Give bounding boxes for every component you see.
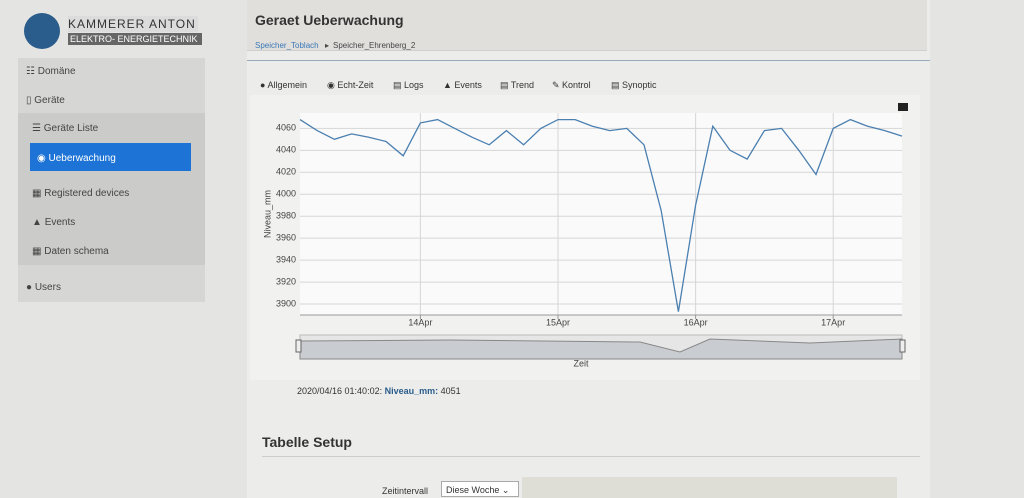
tab-label: Trend (510, 80, 535, 90)
tab-label: Logs (404, 80, 424, 90)
point-time: 2020/04/16 01:40:02: (297, 386, 383, 396)
breadcrumb-sep: ▸ (325, 41, 330, 50)
divider (262, 456, 920, 457)
logo-subtitle: ELEKTRO- ENERGIETECHNIK (68, 33, 202, 45)
y-tick-label: 4000 (276, 189, 296, 199)
navigator-handle[interactable] (899, 339, 906, 353)
menu-label: Geräte Liste (43, 123, 99, 134)
menu-item[interactable]: ▦ Daten schema (32, 246, 109, 257)
active-menu-bg[interactable] (30, 143, 191, 171)
menu-item[interactable]: ▦ Registered devices (32, 188, 130, 199)
tab[interactable]: ▤ Logs (393, 80, 424, 90)
data-line (299, 118, 903, 312)
tab[interactable]: ▲ Events (443, 80, 482, 90)
y-tick-label: 3920 (276, 276, 296, 286)
y-axis-title: Niveau_mm (262, 190, 272, 238)
breadcrumb-link[interactable]: Speicher_Toblach (255, 41, 319, 50)
tab[interactable]: ◉ Echt-Zeit (327, 80, 374, 90)
menu-item[interactable]: ☰ Geräte Liste (32, 123, 99, 134)
point-info: 2020/04/16 01:40:02: Niveau_mm: 4051 (297, 386, 461, 396)
tab-label: Events (454, 80, 482, 90)
point-value: 4051 (440, 386, 461, 396)
menu-item[interactable]: ☷ Domäne (26, 66, 76, 77)
x-tick-label: 17Apr (821, 317, 845, 327)
tab-label: Echt-Zeit (337, 80, 374, 90)
tab-label: Synoptic (622, 80, 657, 90)
tab[interactable]: ▤ Trend (500, 80, 535, 90)
menu-item[interactable]: ▲ Events (32, 217, 76, 228)
y-tick-label: 3940 (276, 254, 296, 264)
x-axis-title: Zeit (573, 358, 589, 368)
menu-label: Daten schema (44, 246, 109, 257)
x-tick-label: 15Apr (546, 317, 570, 327)
x-tick-label: 14Apr (408, 317, 432, 327)
y-tick-label: 4020 (276, 167, 296, 177)
header (247, 0, 927, 51)
y-tick-label: 3900 (276, 298, 296, 308)
sidebar-submenu (18, 113, 205, 265)
tab-label: Kontrol (562, 80, 591, 90)
y-tick-label: 3960 (276, 233, 296, 243)
navigator-handle[interactable] (295, 339, 302, 353)
field-label: Zeitintervall (382, 486, 429, 496)
tab[interactable]: ✎ Kontrol (552, 80, 591, 90)
logo-name: KAMMERER ANTON (68, 16, 198, 32)
menu-label: Geräte (34, 95, 65, 106)
select[interactable]: Diese Woche ⌄ (441, 481, 519, 497)
select-value: Diese Woche (446, 485, 500, 495)
x-tick-label: 16Apr (684, 317, 708, 327)
y-tick-label: 3980 (276, 211, 296, 221)
print-icon[interactable] (898, 103, 908, 111)
menu-label: Domäne (37, 66, 76, 77)
page-title: Geraet Ueberwachung (255, 12, 404, 28)
y-tick-label: 4060 (276, 123, 296, 133)
navigator-series (299, 338, 903, 360)
menu-label: Registered devices (44, 188, 130, 199)
tab[interactable]: ● Allgemein (260, 80, 307, 90)
tab-label: Allgemein (267, 80, 307, 90)
y-tick-label: 4040 (276, 145, 296, 155)
tab[interactable]: ▤ Synoptic (611, 80, 657, 90)
field-area (522, 477, 897, 498)
menu-label: Users (34, 282, 61, 293)
menu-label: Ueberwachung (48, 153, 116, 164)
plot-area (300, 113, 902, 315)
menu-item[interactable]: ◉ Ueberwachung (37, 153, 116, 164)
divider (247, 60, 930, 61)
chart: Niveau_mm Zeit 3900 3920 3940 3960 3980 4000 4… (262, 103, 908, 368)
menu-item[interactable]: ▯ Geräte (26, 95, 65, 106)
breadcrumb-current: Speicher_Ehrenberg_2 (333, 41, 416, 50)
point-series: Niveau_mm: (384, 386, 439, 396)
logo-icon (24, 13, 60, 49)
section-title: Tabelle Setup (262, 434, 352, 450)
menu-label: Events (44, 217, 76, 228)
menu-item[interactable]: ● Users (26, 282, 61, 293)
